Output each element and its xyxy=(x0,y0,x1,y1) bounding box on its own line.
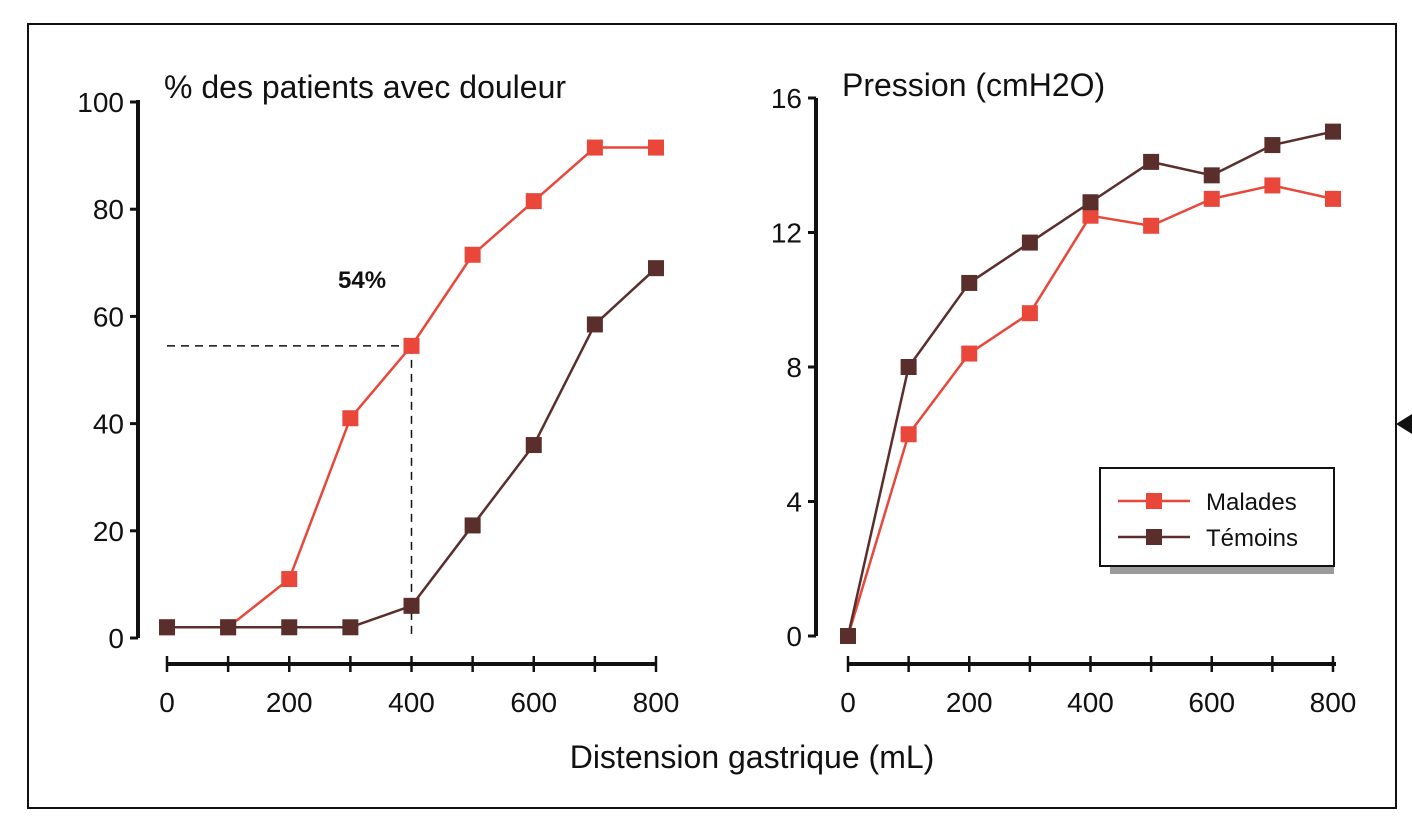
pain-chart-y-ticks: 0 20 40 60 80 100 xyxy=(77,87,138,654)
pain-chart-annotation: 54% xyxy=(338,267,386,294)
pressure-chart-point-malades xyxy=(1082,207,1099,224)
legend: Malades Témoins xyxy=(1099,467,1335,574)
pressure-chart-point-malades xyxy=(1203,190,1220,207)
pressure-chart-y-tick-label: 4 xyxy=(786,487,802,518)
side-pointer-icon xyxy=(1396,414,1412,434)
pain-chart-point-malades xyxy=(464,246,481,263)
figure-frame xyxy=(27,23,1397,809)
shared-x-axis-label: Distension gastrique (mL) xyxy=(570,739,935,775)
pain-chart-x-tick-label: 600 xyxy=(510,687,557,718)
pressure-chart-x-ticks: 0 200 400 600 800 xyxy=(840,656,1356,718)
pressure-chart-point-temoins xyxy=(961,274,978,291)
pain-chart-point-temoins xyxy=(220,619,237,636)
legend-malades-marker xyxy=(1146,493,1162,509)
pain-chart-title: % des patients avec douleur xyxy=(164,69,566,105)
pressure-chart-point-malades xyxy=(1264,177,1281,194)
pain-chart-y-tick-label: 60 xyxy=(93,301,124,332)
pressure-chart-point-temoins xyxy=(1021,234,1038,251)
pressure-chart-x-tick-label: 0 xyxy=(840,687,856,718)
pressure-chart-y-tick-label: 16 xyxy=(771,83,802,114)
pain-chart-x-tick-label: 0 xyxy=(159,687,175,718)
pain-chart-y-tick-label: 80 xyxy=(93,194,124,225)
pressure-chart-point-temoins xyxy=(900,359,917,375)
pressure-chart-point-temoins xyxy=(1143,153,1160,170)
pain-chart-x-tick-label: 400 xyxy=(388,687,435,718)
pain-chart-series xyxy=(159,139,664,636)
pain-chart-point-malades xyxy=(525,193,542,210)
pain-chart-y-tick-label: 100 xyxy=(77,87,124,118)
pain-chart-point-temoins xyxy=(159,619,175,636)
pain-chart-y-tick-label: 20 xyxy=(93,516,124,547)
pressure-chart-x-tick-label: 800 xyxy=(1310,687,1357,718)
legend-temoins-marker xyxy=(1146,529,1162,545)
pain-chart-x-tick-label: 200 xyxy=(266,687,313,718)
pain-chart-point-temoins xyxy=(586,316,603,333)
pain-chart-point-malades xyxy=(586,139,603,156)
pain-chart-point-malades xyxy=(342,410,359,427)
pain-chart-y-tick-label: 40 xyxy=(93,409,124,440)
pressure-chart-series xyxy=(840,123,1341,644)
pain-chart-point-temoins xyxy=(525,437,542,454)
pressure-chart-y-tick-label: 12 xyxy=(771,218,802,249)
pain-chart-point-malades xyxy=(648,139,664,156)
pain-chart-point-malades xyxy=(403,337,420,354)
pressure-chart-y-tick-label: 8 xyxy=(786,352,802,383)
pain-chart: % des patients avec douleur 0 20 40 60 80 100… xyxy=(77,69,679,718)
pain-chart-x-tick-label: 800 xyxy=(633,687,680,718)
pain-chart-point-malades xyxy=(281,571,298,588)
pain-chart-point-temoins xyxy=(464,517,481,534)
pain-chart-point-temoins xyxy=(648,260,664,277)
pressure-chart-point-temoins xyxy=(840,628,856,644)
pressure-chart-point-temoins xyxy=(1264,137,1281,154)
pressure-chart-point-temoins xyxy=(1082,194,1099,211)
pain-chart-point-temoins xyxy=(403,597,420,614)
pain-chart-point-temoins xyxy=(281,619,298,636)
pressure-chart-x-tick-label: 600 xyxy=(1188,687,1235,718)
pressure-chart-title: Pression (cmH2O) xyxy=(842,67,1105,103)
pressure-chart: Pression (cmH2O) 0 4 8 12 16 0 200 400 600 800 M… xyxy=(771,67,1357,718)
legend-box xyxy=(1099,467,1335,567)
pain-chart-point-temoins xyxy=(342,619,359,636)
pain-chart-x-ticks: 0 200 400 600 800 xyxy=(159,656,679,718)
pressure-chart-point-temoins xyxy=(1203,167,1220,184)
pressure-chart-point-malades xyxy=(1325,190,1341,207)
pressure-chart-x-tick-label: 200 xyxy=(946,687,993,718)
legend-malades-label: Malades xyxy=(1206,489,1297,516)
legend-temoins-label: Témoins xyxy=(1206,525,1298,552)
pressure-chart-point-malades xyxy=(1143,217,1160,234)
pressure-chart-point-malades xyxy=(1021,305,1038,322)
pain-chart-54-guides xyxy=(167,345,413,638)
pressure-chart-y-tick-label: 0 xyxy=(786,621,802,652)
pressure-chart-point-temoins xyxy=(1325,123,1341,140)
pressure-chart-point-malades xyxy=(961,345,978,362)
pain-chart-y-tick-label: 0 xyxy=(108,623,124,654)
pressure-chart-x-tick-label: 400 xyxy=(1067,687,1114,718)
pressure-chart-point-malades xyxy=(900,426,917,443)
pressure-chart-y-ticks: 0 4 8 12 16 xyxy=(771,83,816,652)
